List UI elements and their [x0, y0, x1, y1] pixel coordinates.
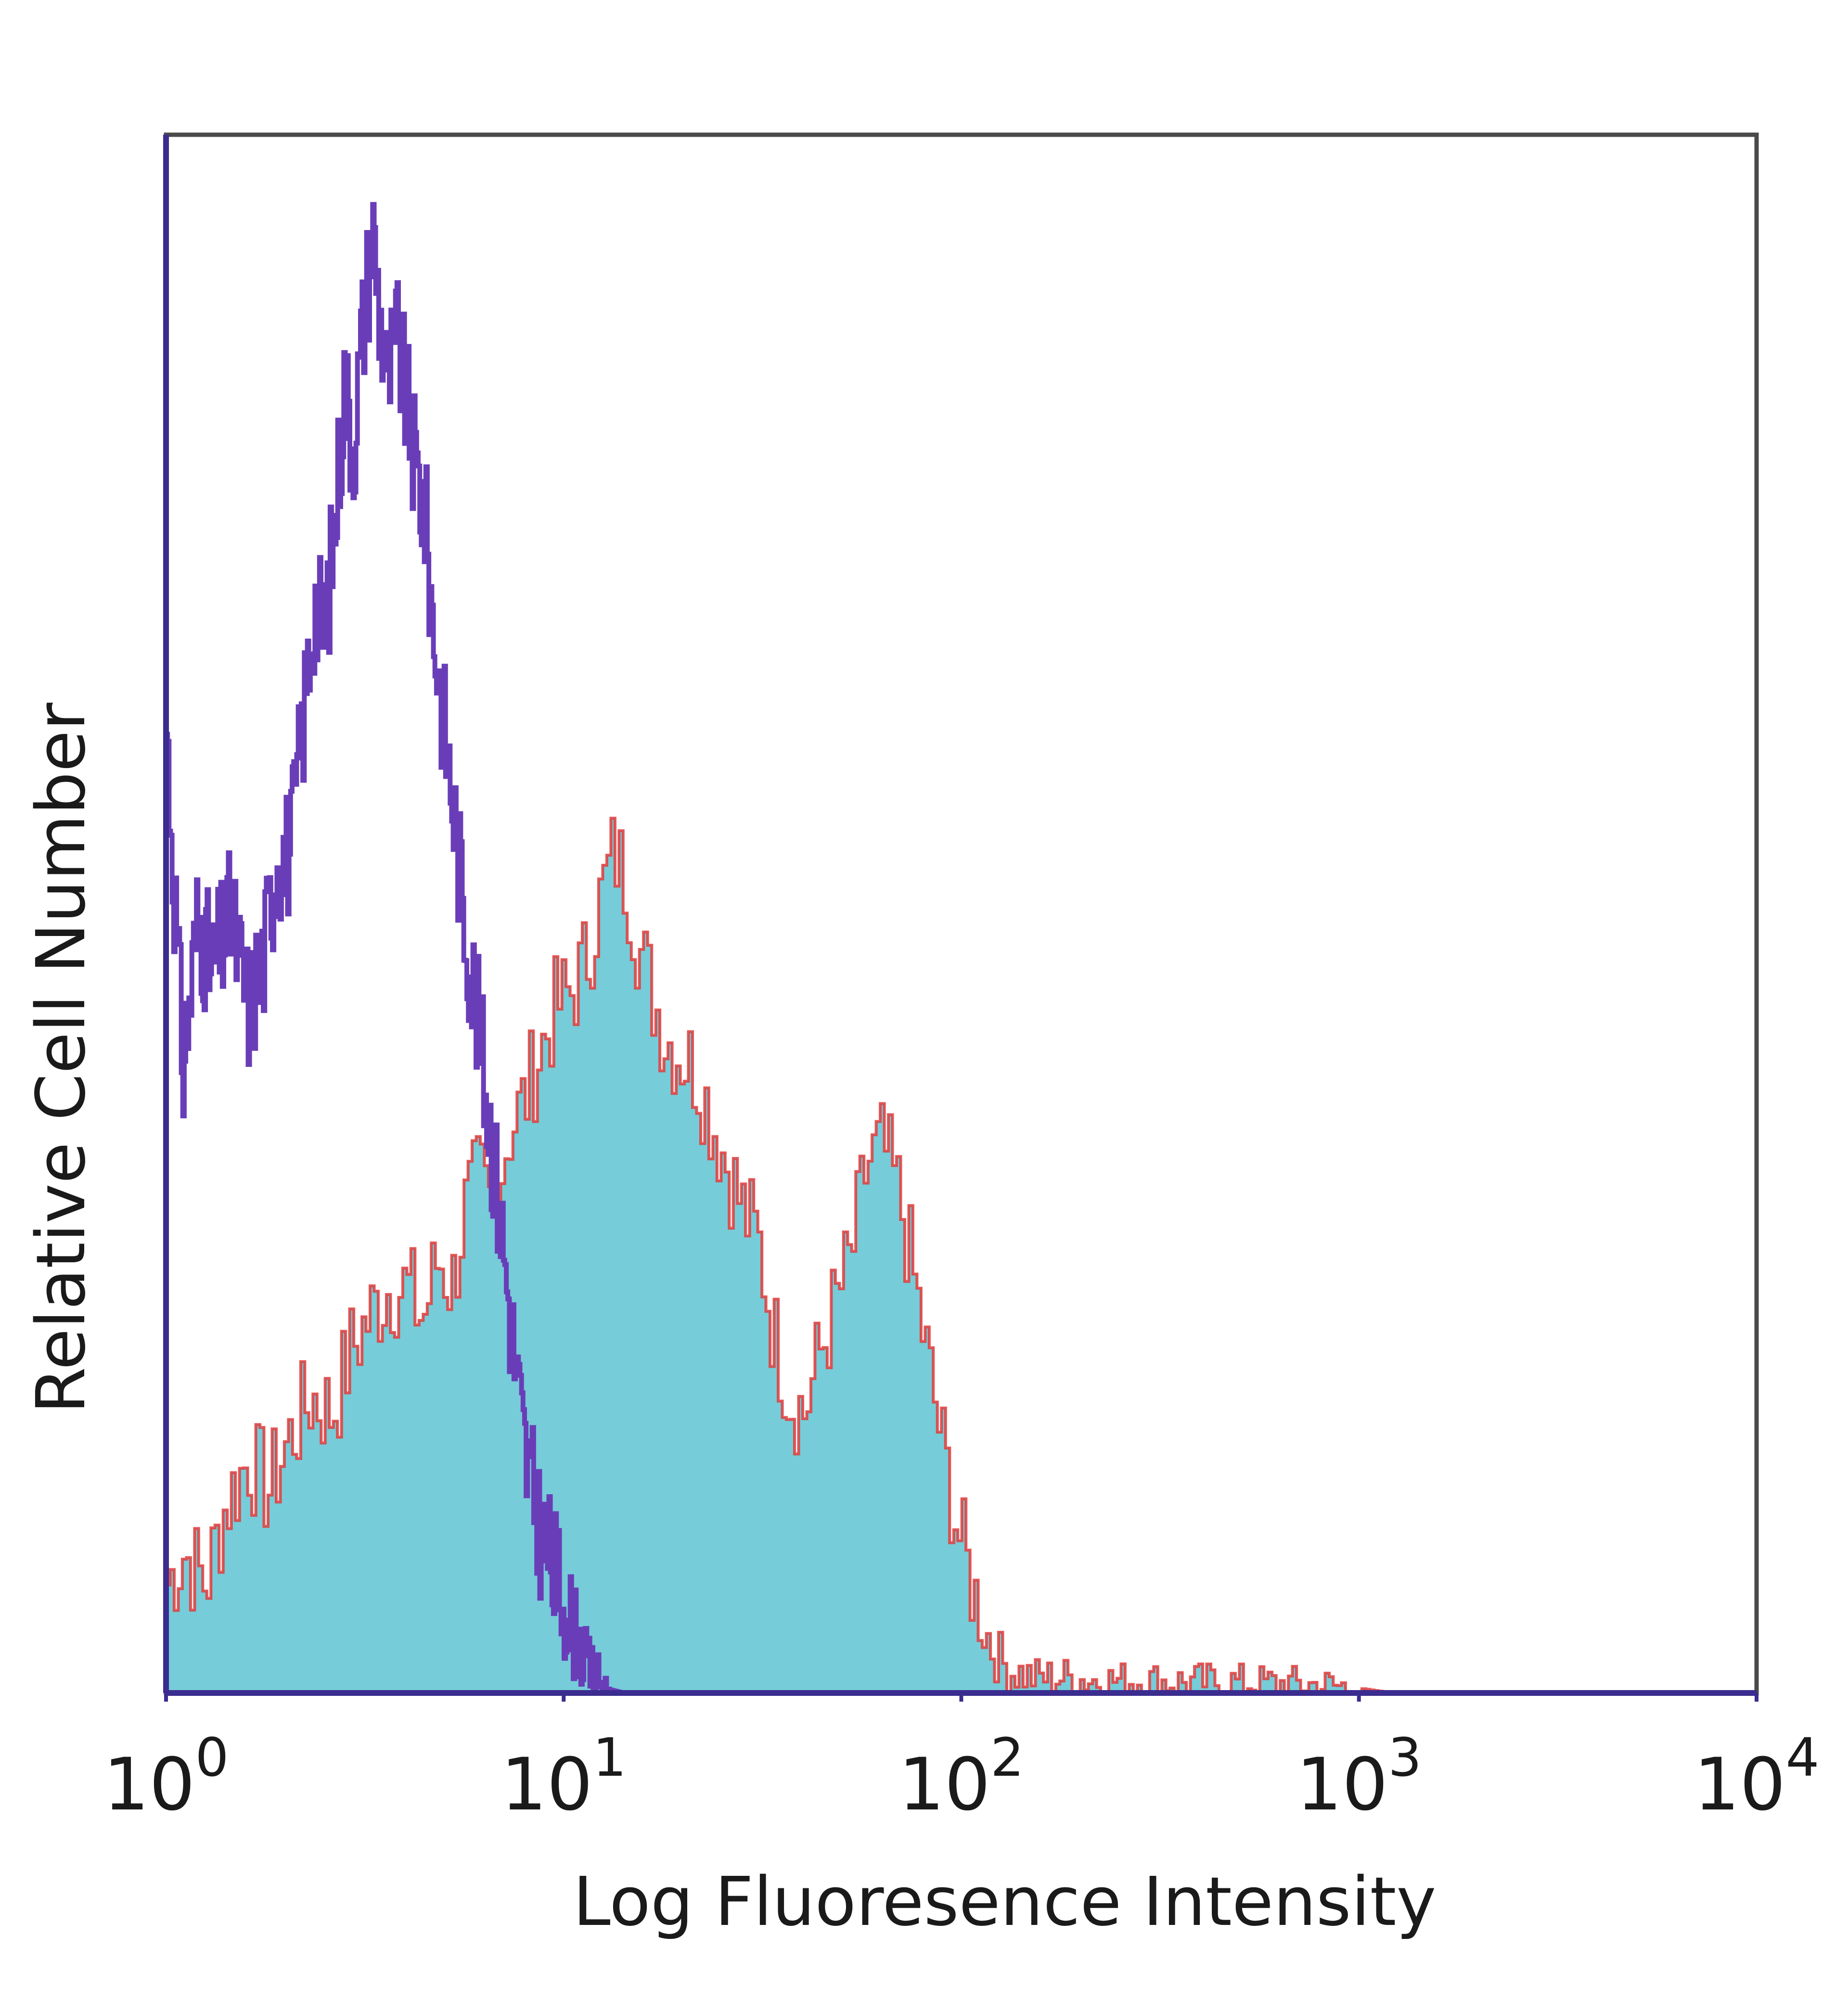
x-tick-label-2: 102 [898, 1727, 1024, 1827]
x-axis-title: Log Fluoresence Intensity [573, 1863, 1437, 1941]
series-layer [165, 202, 1757, 1695]
x-tick-label-1: 101 [501, 1727, 627, 1827]
x-tick-label-4: 104 [1694, 1727, 1820, 1827]
x-tick-label-0: 100 [103, 1727, 229, 1827]
x-tick-label-3: 103 [1296, 1727, 1422, 1827]
series-1-fill [166, 818, 1391, 1693]
y-axis-title: Relative Cell Number [22, 703, 101, 1414]
series-0-line [165, 202, 1757, 1695]
x-tick-labels: 100 101 102 103 104 [103, 1693, 1820, 1827]
series-1-edge [166, 817, 1392, 1694]
